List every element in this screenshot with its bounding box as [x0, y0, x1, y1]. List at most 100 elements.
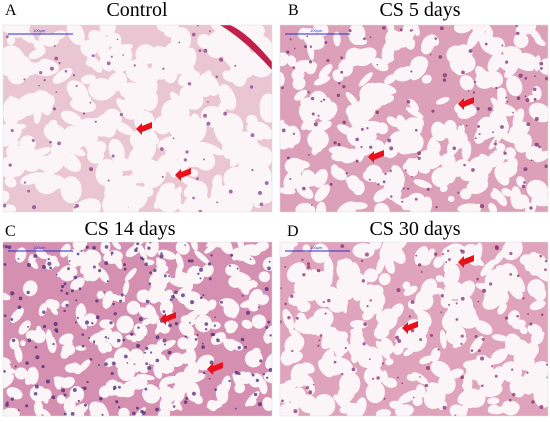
- alveolus: [40, 408, 51, 416]
- nucleus: [83, 386, 87, 391]
- nucleus: [368, 358, 371, 361]
- panel-title: CS 14 days: [84, 218, 175, 240]
- alveolus: [229, 171, 240, 194]
- alveolus: [218, 242, 233, 255]
- nucleus: [187, 82, 192, 86]
- alveolus: [109, 331, 123, 348]
- nucleus: [74, 203, 80, 208]
- alveolus: [225, 325, 237, 334]
- alveolus: [394, 404, 414, 416]
- nucleus: [104, 362, 108, 367]
- nucleus: [123, 354, 128, 359]
- nucleus: [198, 49, 202, 53]
- nucleus: [23, 181, 27, 184]
- alveolus: [136, 289, 152, 303]
- alveolus: [280, 52, 289, 67]
- alveolus: [78, 303, 87, 316]
- alveolus: [300, 362, 315, 374]
- nucleus: [336, 93, 341, 98]
- alveolus: [124, 268, 137, 282]
- nucleus: [362, 37, 366, 41]
- alveolus: [95, 38, 112, 64]
- nucleus: [23, 78, 26, 81]
- alveolus: [449, 52, 473, 75]
- nucleus: [329, 182, 333, 186]
- alveolus: [176, 287, 194, 305]
- nucleus: [251, 373, 255, 377]
- nucleus: [338, 81, 341, 85]
- nucleus: [446, 249, 450, 253]
- alveolus: [384, 52, 395, 63]
- nucleus: [3, 245, 5, 248]
- alveolus: [42, 150, 66, 175]
- alveolus: [212, 174, 222, 186]
- alveolus: [460, 171, 470, 181]
- alveolus: [398, 389, 419, 404]
- nucleus: [75, 299, 78, 302]
- alveolus: [8, 95, 19, 116]
- nucleus: [55, 330, 59, 333]
- alveolus: [149, 313, 159, 325]
- nucleus: [524, 95, 527, 98]
- alveolus: [148, 131, 158, 142]
- micrograph: 100μm: [280, 25, 548, 212]
- nucleus: [473, 80, 477, 84]
- nucleus: [191, 32, 196, 37]
- nucleus: [61, 388, 66, 393]
- alveolus: [447, 195, 455, 203]
- alveolus: [477, 362, 496, 379]
- nucleus: [419, 338, 423, 342]
- alveolus: [313, 75, 331, 86]
- nucleus: [144, 351, 147, 354]
- alveolus: [194, 314, 213, 333]
- nucleus: [366, 305, 369, 308]
- alveolus: [219, 298, 236, 308]
- nucleus: [68, 260, 71, 262]
- nucleus: [10, 128, 14, 133]
- nucleus: [104, 245, 109, 249]
- nucleus: [228, 379, 231, 383]
- nucleus: [3, 369, 6, 373]
- nucleus: [322, 98, 326, 101]
- nucleus: [312, 383, 315, 386]
- alveolus: [376, 122, 389, 135]
- nucleus: [429, 333, 433, 337]
- alveolus: [26, 366, 39, 385]
- alveolus: [125, 59, 149, 83]
- alveolus: [474, 125, 489, 144]
- nucleus: [310, 96, 315, 101]
- nucleus: [399, 28, 403, 32]
- alveolus: [3, 204, 17, 212]
- alveolus: [448, 300, 464, 315]
- nucleus: [487, 106, 492, 112]
- nucleus: [110, 254, 113, 256]
- red-arrow: [402, 321, 418, 334]
- nucleus: [190, 300, 195, 305]
- alveolus: [403, 285, 418, 296]
- nucleus: [99, 396, 103, 401]
- nucleus: [52, 342, 55, 346]
- red-arrow: [175, 168, 191, 181]
- alveolus: [291, 68, 305, 82]
- nucleus: [318, 339, 321, 342]
- nucleus: [287, 316, 291, 320]
- panel-title: CS 30 days: [369, 218, 460, 240]
- nucleus: [192, 196, 195, 200]
- nucleus: [202, 371, 206, 375]
- alveolus: [3, 57, 23, 80]
- nucleus: [65, 291, 69, 295]
- nucleus: [91, 54, 95, 58]
- nucleus: [544, 268, 547, 272]
- nucleus: [281, 399, 284, 403]
- nucleus: [319, 334, 323, 337]
- nucleus: [35, 355, 40, 360]
- alveolus: [483, 25, 494, 36]
- nucleus: [203, 113, 207, 118]
- alveolus: [410, 64, 427, 81]
- nucleus: [120, 293, 124, 297]
- alveolus: [286, 125, 301, 145]
- nucleus: [320, 100, 323, 103]
- nucleus: [161, 175, 164, 178]
- nucleus: [538, 145, 541, 149]
- nucleus: [301, 258, 304, 262]
